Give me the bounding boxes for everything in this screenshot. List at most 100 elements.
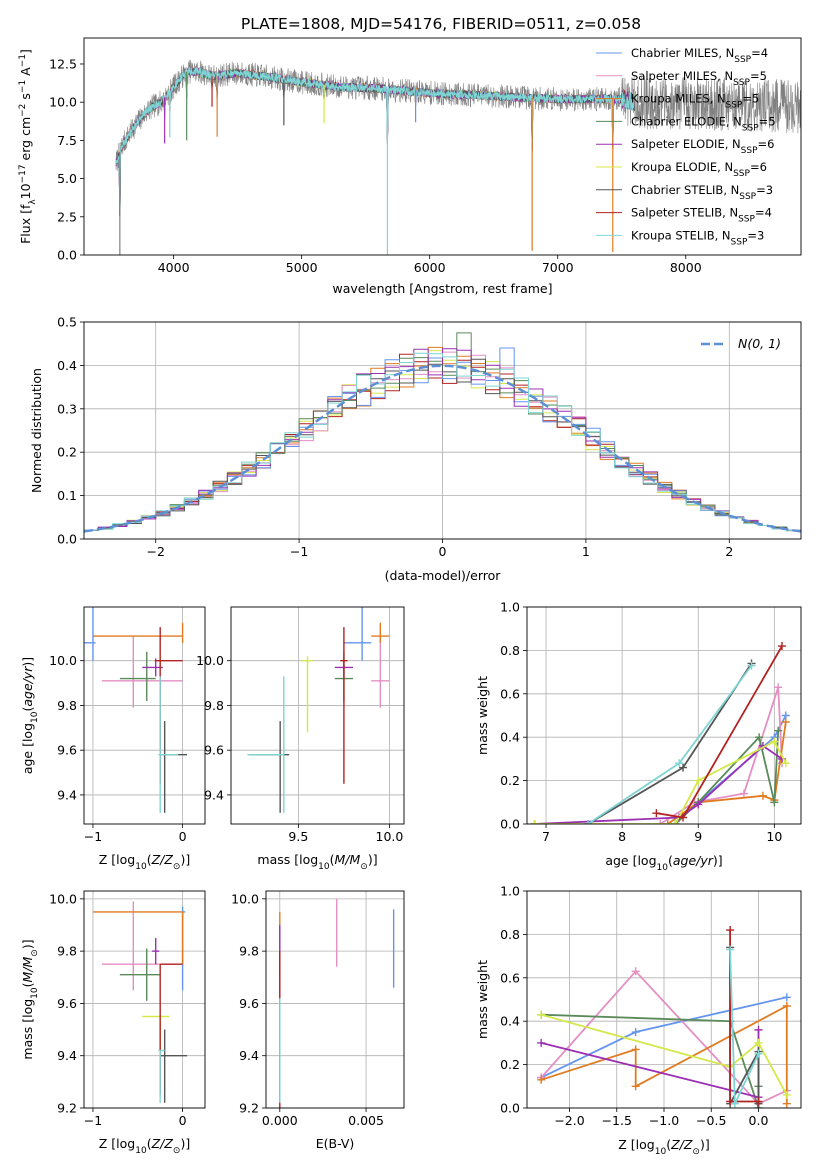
y-tick-label: 5.0 (57, 171, 77, 186)
weight-marker (631, 1045, 640, 1054)
y-tick-label: 0.0 (57, 248, 77, 263)
histogram-step-line (84, 352, 801, 532)
y-tick-label: 9.4 (239, 1048, 259, 1063)
y-tick-label: 12.5 (49, 56, 77, 71)
weight-series-line (540, 969, 788, 1105)
x-axis-label: Z [log10(Z/Z⊙)] (99, 852, 190, 872)
weight-marker (583, 820, 592, 824)
weight-marker (758, 791, 767, 800)
legend-entry: N(0, 1) (738, 336, 781, 351)
y-tick-label: 0.0 (500, 1101, 520, 1116)
x-axis-label: Z [log10(Z/Z⊙)] (99, 1136, 190, 1156)
y-tick-label: 9.2 (57, 1101, 77, 1116)
x-axis-label: Z [log10(Z/Z⊙)] (618, 1137, 709, 1157)
y-tick-label: 9.4 (57, 1048, 77, 1063)
weight-marker (782, 1099, 791, 1108)
panel-weight-vs-age: 7 8 9 10 0.0 0.2 0.4 0.6 0.8 1.0 age [log10(age/yr… (475, 600, 802, 873)
model-spectrum-line (115, 66, 635, 216)
plot-area (530, 642, 790, 824)
x-tick-label: −0.5 (696, 1113, 726, 1128)
axes-frame (265, 890, 405, 1109)
legend-entry: Chabrier ELODIE, NSSP=5 (631, 114, 776, 133)
y-tick-label: 10.0 (196, 653, 224, 668)
legend-entry: Salpeter MILES, NSSP=5 (631, 69, 767, 88)
panel-weight-vs-Z: −2.0 −1.5 −1.0 −0.5 0.0 0.0 0.2 0.4 0.6 0.8 1.0 Z [… (475, 884, 802, 1157)
plot-area (279, 898, 395, 1108)
figure-title: PLATE=1808, MJD=54176, FIBERID=0511, z=0… (241, 15, 641, 33)
y-axis-label: mass weight (475, 960, 490, 1039)
panel-spectrum: 4000 5000 6000 7000 8000 0.0 2.5 5.0 7.5 10.0 12.5… (18, 37, 802, 296)
y-tick-label: 7.5 (57, 133, 77, 148)
plot-layer: 4000 5000 6000 7000 80000.02.55.07.510.012.5… (18, 37, 802, 1157)
weight-marker (782, 1090, 791, 1099)
legend-entry: Chabrier STELIB, NSSP=3 (631, 183, 773, 202)
x-axis-label: E(B-V) (316, 1136, 355, 1151)
grid (231, 607, 404, 824)
x-tick-label: −1 (84, 1113, 102, 1128)
weight-marker (747, 661, 756, 670)
x-tick-label: 4000 (158, 260, 190, 275)
x-tick-label: −1 (84, 829, 102, 844)
y-tick-label: 9.6 (57, 996, 77, 1011)
y-tick-label: 10.0 (49, 653, 77, 668)
x-tick-label: 10.0 (376, 829, 404, 844)
y-tick-label: 0.6 (500, 686, 520, 701)
plot-area (92, 901, 188, 1103)
y-tick-label: 0.3 (57, 401, 77, 416)
y-tick-label: 9.8 (239, 944, 259, 959)
y-tick-label: 9.8 (57, 698, 77, 713)
weight-marker (537, 1010, 546, 1019)
weight-marker (631, 1082, 640, 1091)
x-axis-label: (data-model)/error (385, 568, 502, 583)
weight-marker (694, 776, 703, 785)
weight-marker (675, 759, 684, 768)
gaussian-curve (84, 364, 801, 533)
x-tick-label: −1.5 (602, 1113, 632, 1128)
x-tick-label: 2 (725, 544, 733, 559)
axes-frame (230, 606, 405, 825)
y-axis-label: Normed distribution (29, 368, 44, 493)
weight-marker (739, 789, 748, 798)
y-tick-label: 9.8 (204, 698, 224, 713)
x-tick-label: 7000 (542, 260, 574, 275)
weight-marker (774, 726, 783, 735)
y-tick-label: 0.4 (500, 1014, 520, 1029)
x-axis-label: age [log10(age/yr)] (605, 853, 722, 873)
weight-marker (754, 1049, 763, 1058)
weight-marker (770, 798, 779, 807)
weight-marker (755, 733, 764, 742)
x-axis-label: wavelength [Angstrom, rest frame] (332, 281, 552, 296)
panel-residual-histogram: −2 −1 0 1 2 0.0 0.1 0.2 0.3 0.4 0.5 (data-model)/er… (29, 315, 802, 583)
y-tick-label: 0.2 (500, 1057, 520, 1072)
weight-marker (679, 813, 688, 822)
weight-marker (631, 967, 640, 976)
histogram-step-line (84, 358, 801, 531)
y-tick-label: 0.1 (57, 488, 77, 503)
legend-entry: Salpeter STELIB, NSSP=4 (631, 206, 772, 225)
panel-mass-vs-EBV: 0.000 0.005 9.2 9.4 9.6 9.8 10.0 E(B-V) (231, 890, 405, 1151)
x-tick-label: −1 (290, 544, 308, 559)
panel-mass-vs-Z: −1 0 9.2 9.4 9.6 9.8 10.0 Z [log10(Z/Z⊙)] mass [… (20, 890, 206, 1156)
legend-entry: Kroupa ELODIE, NSSP=6 (631, 160, 767, 179)
histogram-step-line (84, 348, 801, 531)
y-tick-label: 0.4 (500, 730, 520, 745)
y-tick-label: 10.0 (49, 95, 77, 110)
y-tick-label: 9.2 (239, 1101, 259, 1116)
weight-marker (663, 820, 672, 824)
y-tick-label: 9.4 (204, 787, 224, 802)
x-tick-label: 0 (439, 544, 447, 559)
y-tick-label: 9.6 (57, 743, 77, 758)
y-tick-label: 9.4 (57, 787, 77, 802)
weight-marker (679, 763, 688, 772)
axes-frame (83, 890, 206, 1109)
weight-marker (694, 800, 703, 809)
weight-series-line (540, 1013, 788, 1096)
x-tick-label: −2 (146, 544, 164, 559)
x-tick-label: −2.0 (554, 1113, 584, 1128)
y-tick-label: 0.8 (500, 643, 520, 658)
plot-area (537, 926, 791, 1108)
x-tick-label: 8 (618, 829, 626, 844)
y-axis-label: mass [log10(M/M⊙)] (20, 939, 40, 1059)
